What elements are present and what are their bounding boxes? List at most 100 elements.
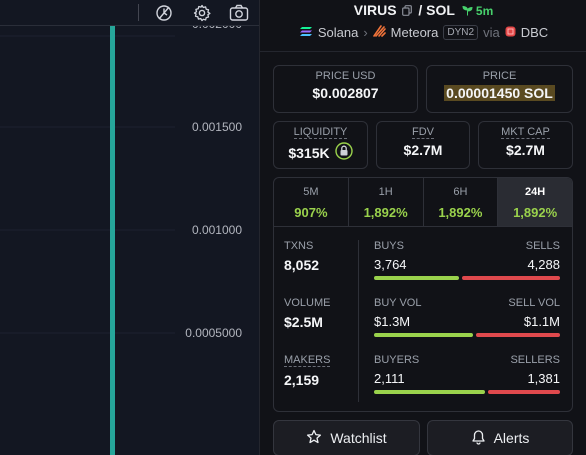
dbc-icon (505, 25, 516, 40)
solana-icon (299, 25, 313, 40)
chain-link[interactable]: Solana (317, 24, 359, 40)
bell-icon (471, 429, 486, 448)
mcap-label: MKT CAP (501, 126, 550, 139)
liquidity-value: $315K (288, 144, 330, 161)
alerts-label: Alerts (493, 430, 530, 446)
pair-route: Solana › Meteora DYN2 via DBC (260, 24, 586, 40)
buyers-label: BUYERS (374, 354, 420, 366)
volume-value: $2.5M (284, 314, 323, 330)
buys-sells-split: BUYS SELLS 3,764 4,288 (374, 240, 560, 280)
dex-link[interactable]: Meteora (390, 24, 439, 40)
price-scale-label: 0.001500 (192, 120, 242, 134)
txns-metric: TXNS 8,052 (284, 240, 319, 273)
tab-5m[interactable]: 5M 907% (274, 178, 349, 226)
sell-vol-bar (476, 333, 560, 337)
pair-info-panel: VIRUS / SOL 5m Solana › Meteora DYN2 via… (259, 0, 586, 455)
buyers-bar (374, 390, 485, 394)
tab-label: 1H (378, 186, 393, 198)
meteora-icon (372, 24, 386, 40)
fdv-label: FDV (412, 126, 434, 139)
header-divider (260, 51, 586, 52)
chevron-right-icon: › (363, 24, 368, 40)
gear-icon[interactable] (190, 1, 214, 25)
sells-bar (462, 276, 560, 280)
pair-age-value: 5m (475, 4, 494, 18)
price-usd-label: PRICE USD (315, 70, 376, 82)
buy-vol-bar (374, 333, 473, 337)
lock-icon[interactable] (334, 142, 353, 163)
price-scale-label: 0.0005000 (185, 326, 242, 340)
price-usd-value: $0.002807 (312, 85, 379, 101)
buy-vol-label: BUY VOL (374, 297, 422, 309)
sells-value: 4,288 (527, 257, 560, 272)
makers-metric: MAKERS 2,159 (284, 354, 331, 388)
sellers-label: SELLERS (510, 354, 560, 366)
price-native-value: 0.00001450 SOL (444, 85, 555, 101)
fdv-value: $2.7M (403, 142, 443, 158)
buys-bar (374, 276, 459, 280)
liquidity-box: LIQUIDITY $315K (273, 121, 368, 169)
pair-title: VIRUS / SOL 5m (260, 2, 586, 19)
volume-label: VOLUME (284, 297, 331, 309)
tab-label: 24H (525, 186, 546, 198)
buy-sell-volume-ratio-bar (374, 333, 560, 337)
stats-divider (358, 240, 359, 402)
tab-1h[interactable]: 1H 1,892% (349, 178, 424, 226)
buys-value: 3,764 (374, 257, 407, 272)
mcap-value: $2.7M (506, 142, 545, 158)
sprout-icon (462, 5, 473, 16)
sell-vol-value: $1.1M (523, 314, 560, 329)
tab-change: 1,892% (363, 205, 408, 220)
dex-tag: DYN2 (443, 24, 479, 40)
launchpad-link[interactable]: DBC (520, 24, 549, 40)
tab-label: 5M (303, 186, 319, 198)
volume-metric: VOLUME $2.5M (284, 297, 330, 330)
star-icon (306, 429, 322, 448)
txns-value: 8,052 (284, 257, 320, 273)
copy-icon[interactable] (402, 3, 413, 19)
candle-body[interactable] (110, 26, 115, 455)
price-native-label: PRICE (482, 70, 517, 82)
alert-clock-icon[interactable] (152, 1, 176, 25)
stats-panel: 5M 907% 1H 1,892% 6H 1,892% 24H 1,892% T… (273, 177, 573, 412)
chart-plot-area[interactable]: 0.0040000.0035000.0030000.0025000.002000… (0, 26, 259, 455)
toolbar-divider (138, 4, 139, 21)
buys-sells-ratio-bar (374, 276, 560, 280)
mcap-box: MKT CAP $2.7M (478, 121, 573, 169)
price-scale-label: 0.001000 (192, 223, 242, 237)
buy-sell-volume-split: BUY VOL SELL VOL $1.3M $1.1M (374, 297, 560, 337)
tab-change: 1,892% (513, 205, 558, 220)
sellers-bar (488, 390, 560, 394)
buyers-value: 2,111 (374, 371, 405, 386)
quote-token: SOL (426, 2, 455, 18)
timeframe-tabs: 5M 907% 1H 1,892% 6H 1,892% 24H 1,892% (274, 178, 572, 227)
price-scale-label: 0.002000 (192, 26, 242, 31)
pair-separator: / (418, 2, 423, 18)
tab-label: 6H (453, 186, 468, 198)
txns-label: TXNS (284, 240, 314, 252)
liquidity-label: LIQUIDITY (293, 126, 348, 139)
tab-change: 1,892% (438, 205, 483, 220)
makers-value: 2,159 (284, 372, 320, 388)
tab-change: 907% (294, 205, 328, 220)
tab-24h[interactable]: 24H 1,892% (498, 178, 572, 226)
watchlist-label: Watchlist (330, 430, 387, 446)
chart-canvas: 0.0040000.0035000.0030000.0025000.002000… (0, 26, 242, 455)
price-native-box: PRICE 0.00001450 SOL (426, 65, 573, 113)
sell-vol-label: SELL VOL (508, 297, 560, 309)
chart-toolbar (0, 0, 259, 26)
pair-age: 5m (462, 4, 494, 18)
price-chart[interactable]: 0.0040000.0035000.0030000.0025000.002000… (0, 0, 259, 455)
watchlist-button[interactable]: Watchlist (273, 420, 420, 455)
tab-6h[interactable]: 6H 1,892% (424, 178, 499, 226)
buyers-sellers-ratio-bar (374, 390, 560, 394)
camera-icon[interactable] (227, 1, 251, 25)
via-label: via (483, 24, 500, 40)
price-usd-box: PRICE USD $0.002807 (273, 65, 418, 113)
base-token: VIRUS (353, 2, 397, 18)
fdv-box: FDV $2.7M (376, 121, 470, 169)
alerts-button[interactable]: Alerts (427, 420, 573, 455)
makers-label: MAKERS (284, 354, 331, 367)
buyers-sellers-split: BUYERS SELLERS 2,111 1,381 (374, 354, 560, 394)
buys-label: BUYS (374, 240, 404, 252)
